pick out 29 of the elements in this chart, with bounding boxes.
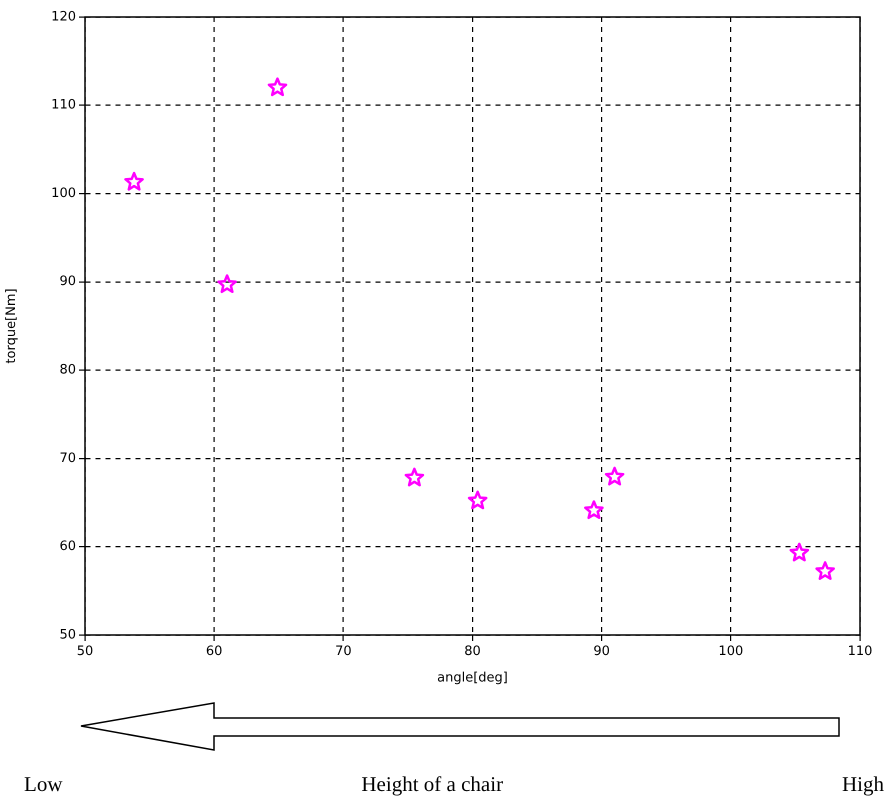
y-tick-label: 50 <box>59 627 76 642</box>
point <box>815 561 835 580</box>
point <box>789 542 810 562</box>
y-tick-label: 90 <box>59 274 76 290</box>
point <box>268 77 288 96</box>
text: Height of a chair <box>361 772 504 797</box>
y-tick-label: 120 <box>51 9 76 24</box>
point <box>604 466 624 486</box>
x-tick-label: 90 <box>593 644 610 660</box>
x-tick-label: 100 <box>718 644 744 660</box>
text: Low <box>24 772 62 797</box>
x-tick-label: 60 <box>206 644 222 660</box>
y-axis-title: torque[Nm] <box>4 288 20 364</box>
x-tick-label: 110 <box>848 644 872 660</box>
y-tick-label: 60 <box>59 539 76 554</box>
y-tick-label: 80 <box>59 362 76 378</box>
y-tick-label: 110 <box>51 98 76 113</box>
point <box>217 274 237 294</box>
x-axis-title: angle[deg] <box>437 670 508 686</box>
point <box>468 490 488 510</box>
point <box>124 172 144 191</box>
x-tick-label: 50 <box>76 644 94 660</box>
y-tick-label: 100 <box>51 186 76 201</box>
text: High <box>842 772 884 797</box>
y-tick-label: 70 <box>59 450 76 466</box>
x-tick-label: 80 <box>464 644 481 660</box>
point <box>404 468 424 486</box>
point <box>584 500 604 520</box>
x-tick-label: 70 <box>335 644 352 660</box>
